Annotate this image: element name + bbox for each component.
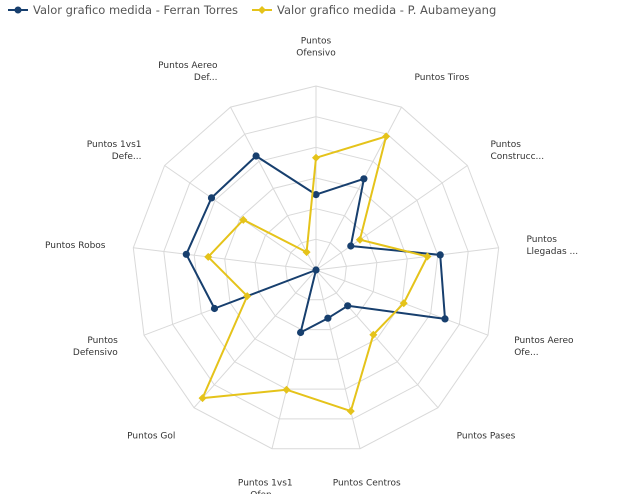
axis-label-line: Def... [194,73,218,83]
axis-label-line: Puntos 1vs1 [87,140,142,150]
grid-spoke [164,165,317,271]
data-point[interactable] [210,304,219,313]
grid-spoke [230,106,317,271]
legend-item-aubameyang[interactable]: Valor grafico medida - P. Aubameyang [252,3,496,17]
data-point[interactable] [207,194,216,202]
axis-label: Puntos Robos [45,241,106,251]
data-point[interactable] [399,299,408,308]
axis-label: Puntos Centros [333,478,401,488]
axis-label: Puntos Pases [457,431,516,441]
axis-label: Puntos Ofensivo [296,37,336,59]
axis-label-line: Puntos Robos [45,241,106,251]
data-point[interactable] [243,292,252,301]
data-point[interactable] [239,215,248,224]
axis-label: Puntos Aereo Ofe... [514,336,574,358]
grid-spoke [315,247,499,271]
axis-label: Puntos Construcc... [491,140,545,162]
data-point[interactable] [312,266,320,274]
grid-spoke [315,269,439,409]
axis-label-line: Puntos Aereo [158,61,218,71]
axis-label: Puntos 1vs1 Ofen... [238,478,293,494]
axis-label: Puntos Llegadas ... [527,235,579,257]
data-point[interactable] [302,248,311,257]
legend-label-aubameyang: Valor grafico medida - P. Aubameyang [277,3,497,17]
axis-label-line: Puntos Pases [457,431,516,441]
radar-grid [132,85,500,450]
axis-label-line: Puntos [491,140,522,150]
axis-label-line: Ofe... [514,348,538,358]
axis-label: Puntos 1vs1 Defe... [87,140,142,162]
grid-ring [163,116,469,420]
axis-label: Puntos Defensivo [73,336,118,358]
data-point[interactable] [344,302,352,310]
grid-spoke [315,269,361,449]
axis-label-line: Puntos [301,37,332,47]
axis-label-line: Puntos Gol [127,431,175,441]
axis-label-line: Ofensivo [296,49,336,59]
data-point[interactable] [369,330,378,339]
axis-label-line: Puntos [527,235,558,245]
data-point[interactable] [360,175,368,183]
series-line [185,155,446,334]
axis-label-line: Puntos Tiros [415,73,470,83]
chart-legend: Valor grafico medida - Ferran Torres Val… [8,3,496,17]
data-point[interactable] [312,153,320,162]
data-point[interactable] [423,252,432,261]
grid-ring [193,146,439,390]
grid-spoke [315,106,402,271]
series-1 [198,132,432,416]
axis-label: Puntos Gol [127,431,175,441]
series-line [201,135,429,413]
grid-ring [285,238,347,301]
axis-label-line: Defe... [112,152,142,162]
data-point[interactable] [182,250,190,258]
data-point[interactable] [198,394,207,403]
radar-series [182,132,449,416]
data-point[interactable] [382,132,391,141]
axis-label-line: Construcc... [491,152,545,162]
axis-label: Puntos Tiros [415,73,470,83]
axis-label-line: Llegadas ... [527,247,579,257]
data-point[interactable] [346,407,355,416]
grid-spoke [193,269,317,409]
axis-label: Puntos Aereo Def... [158,61,218,83]
axis-labels: Puntos Ofensivo Puntos Tiros Puntos Construc… [45,37,578,494]
data-point[interactable] [441,315,449,323]
axis-label-line: Puntos [87,336,118,346]
axis-label-line: Ofen... [250,490,280,494]
grid-spoke [133,247,317,271]
grid-ring [254,208,378,331]
axis-label-line: Puntos Aereo [514,336,574,346]
data-point[interactable] [252,152,260,160]
grid-ring [132,85,500,450]
legend-label-ferran-torres: Valor grafico medida - Ferran Torres [33,3,239,17]
data-point[interactable] [355,235,364,244]
data-point[interactable] [204,252,213,261]
legend-item-ferran-torres[interactable]: Valor grafico medida - Ferran Torres [8,3,238,17]
legend-swatch-ferran-torres [8,4,28,16]
data-point[interactable] [324,314,332,322]
data-point[interactable] [282,385,291,394]
legend-swatch-aubameyang [252,4,273,16]
data-point[interactable] [297,328,305,337]
grid-spoke [315,165,468,271]
data-point[interactable] [436,251,444,259]
data-point[interactable] [312,191,320,199]
axis-label-line: Defensivo [73,348,118,358]
data-point[interactable] [347,242,355,250]
axis-label-line: Puntos 1vs1 [238,478,293,488]
series-0 [182,152,449,337]
axis-label-line: Puntos Centros [333,478,401,488]
